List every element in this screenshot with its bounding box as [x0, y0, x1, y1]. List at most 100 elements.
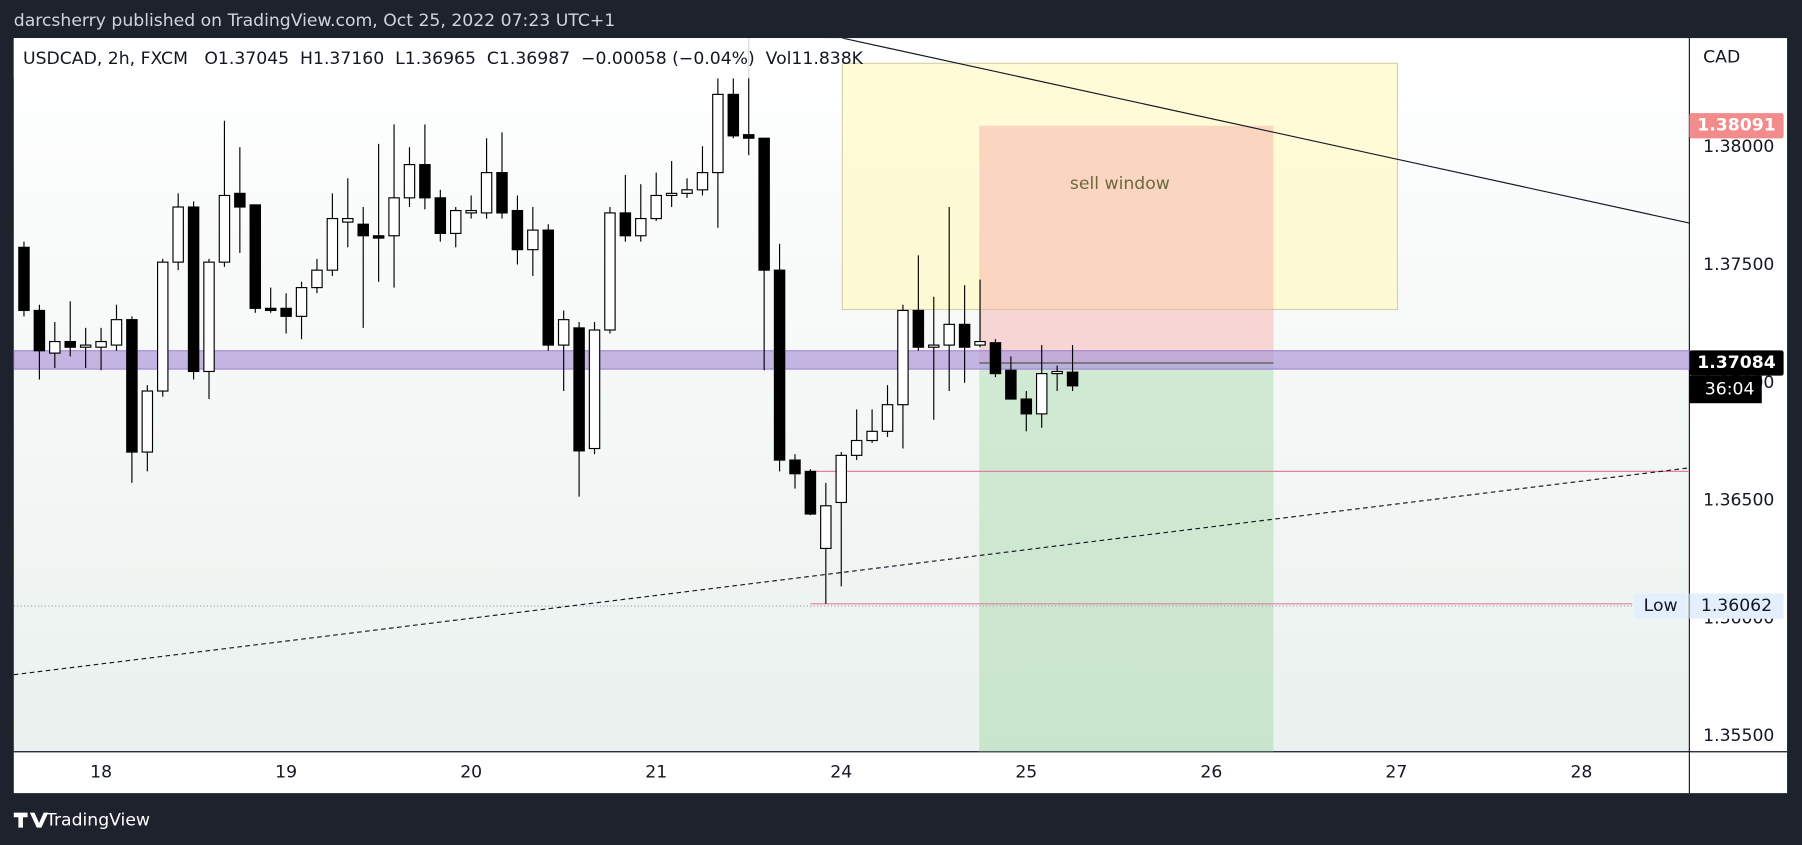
candle-body [326, 217, 339, 271]
candle-body [95, 340, 107, 348]
candle-body [989, 342, 1002, 375]
candle-body [588, 329, 601, 450]
candle-body [342, 217, 354, 223]
candle-body [280, 307, 292, 317]
candle-body [187, 206, 200, 373]
candle-body [527, 229, 539, 251]
price-axis [1689, 38, 1788, 794]
sell-window-box [841, 62, 1399, 311]
candle-body [172, 206, 184, 263]
legend: USDCAD, 2h, FXCM O1.37045 H1.37160 L1.36… [23, 49, 864, 69]
candle-body [126, 319, 138, 453]
candle-body [49, 340, 61, 354]
candle-body [773, 269, 786, 461]
candle-body [465, 209, 477, 214]
last-price-label-bg [1689, 350, 1784, 376]
candle-body [203, 261, 215, 373]
candle-body [557, 319, 570, 346]
candle-body [372, 235, 385, 239]
x-tick-label: 27 [1385, 762, 1407, 782]
candle-body [110, 319, 123, 346]
candle-body [496, 172, 508, 214]
candle-body [712, 93, 724, 174]
candle-body [742, 134, 755, 139]
candle-body [696, 172, 709, 191]
candle-body [64, 340, 76, 348]
time-axis [13, 751, 1690, 794]
candle-body [234, 192, 246, 208]
brand: TradingView [45, 811, 150, 831]
candle-body [403, 164, 416, 199]
candle-body [1035, 373, 1048, 415]
candle-body [1020, 398, 1033, 415]
candle-body [1051, 370, 1063, 375]
plot: sell window [13, 38, 1690, 752]
x-tick-label: 26 [1200, 762, 1222, 782]
brand-logo [13, 812, 49, 828]
y-tick-label: 1.38000 [1703, 137, 1774, 157]
stop-price-label-bg [1689, 113, 1784, 139]
x-tick-label: 21 [645, 762, 667, 782]
candle-body [681, 189, 693, 194]
x-tick-label: 20 [460, 762, 482, 782]
candle-body [357, 223, 369, 237]
low-tag-bg [1634, 593, 1688, 619]
stop-zone [979, 125, 1274, 363]
candle-body [33, 309, 46, 352]
candle-body [511, 209, 524, 251]
last-price-label: 1.37084 [1697, 353, 1775, 373]
legend-bg [13, 38, 826, 79]
candle-body [1005, 369, 1017, 400]
candle-body [820, 505, 832, 549]
countdown: 36:04 [1705, 379, 1755, 399]
candle-body [912, 309, 925, 348]
candle-body [249, 204, 262, 309]
axis-labels: 1.355001.360001.365001.370001.375001.380… [90, 113, 1784, 782]
candle-body [758, 137, 770, 271]
countdown-bg [1689, 375, 1762, 404]
candle-body [665, 192, 678, 197]
x-tick-label: 28 [1570, 762, 1592, 782]
x-tick-label: 18 [90, 762, 112, 782]
candle-body [619, 212, 632, 237]
candle-body [835, 454, 847, 504]
candle-body [18, 246, 30, 312]
candle-body [141, 390, 154, 453]
candle-body [311, 269, 323, 289]
candle-body [974, 340, 986, 346]
candle-body [650, 194, 662, 220]
candle-body [881, 404, 894, 432]
x-tick-label: 25 [1015, 762, 1037, 782]
candle-body [958, 323, 971, 348]
candle-body [850, 439, 863, 456]
box-label: sell window [1070, 174, 1170, 194]
candle-body [388, 197, 400, 237]
candle-body [804, 470, 817, 515]
low-tag: Low [1644, 596, 1678, 616]
candle-body [928, 344, 940, 348]
currency: CAD [1703, 48, 1740, 68]
trendline [842, 38, 1690, 224]
x-tick-label: 24 [830, 762, 852, 782]
candle-body [157, 261, 169, 392]
candle-body [542, 229, 555, 346]
publisher: darcsherry published on TradingView.com,… [14, 11, 615, 31]
candle-body [295, 287, 308, 317]
low-price-label: 1.36062 [1701, 596, 1772, 616]
candle-body [449, 209, 462, 234]
candle-body [866, 430, 878, 442]
candle-body [434, 197, 447, 234]
candle-body [604, 212, 616, 331]
candle-body [635, 217, 647, 237]
candle-body [218, 194, 231, 263]
candle-body [727, 93, 740, 137]
candle-body [480, 172, 493, 214]
candle-body [264, 307, 277, 312]
stop-price-label: 1.38091 [1697, 116, 1775, 136]
candle-body [897, 309, 909, 406]
y-tick-label: 1.37500 [1703, 255, 1774, 275]
candle-body [419, 164, 431, 199]
zone-band [13, 350, 1690, 370]
